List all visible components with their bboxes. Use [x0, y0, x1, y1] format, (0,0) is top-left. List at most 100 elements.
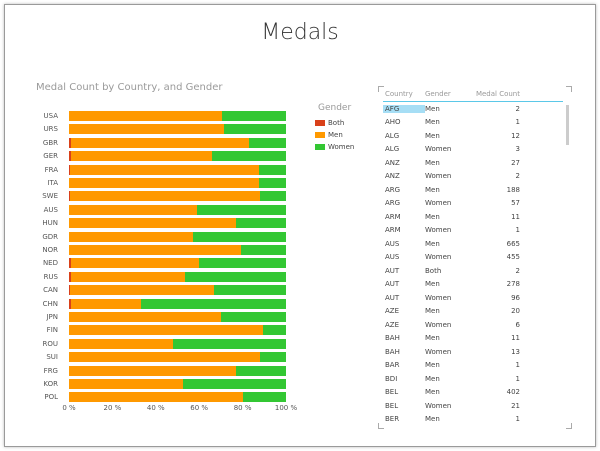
table-row[interactable]: BAR Men 1 — [383, 359, 563, 373]
resize-handle[interactable] — [378, 423, 384, 429]
bar-both-ned[interactable] — [69, 258, 72, 269]
cell-medal-count[interactable]: 278 — [506, 280, 520, 289]
cell-country[interactable]: AFG — [383, 104, 425, 113]
table-row[interactable]: AUT Men 278 — [383, 278, 563, 292]
bar-men-nor[interactable] — [69, 245, 242, 255]
cell-medal-count[interactable]: 1 — [515, 374, 520, 383]
cell-country[interactable]: AUS — [385, 239, 400, 248]
bar-women-pol[interactable] — [242, 392, 286, 403]
cell-medal-count[interactable]: 455 — [506, 253, 520, 262]
cell-country[interactable]: AUT — [385, 293, 400, 302]
bar-both-gbr[interactable] — [69, 137, 72, 148]
cell-country[interactable]: ARM — [385, 212, 401, 221]
bar-men-pol[interactable] — [69, 392, 243, 403]
bar-women-fra[interactable] — [259, 164, 286, 175]
bar-women-chn[interactable] — [140, 298, 286, 309]
bar-men-rou[interactable] — [69, 338, 173, 349]
cell-country[interactable]: AHO — [385, 118, 401, 127]
table-row[interactable]: AUT Both 2 — [383, 264, 563, 278]
cell-medal-count[interactable]: 13 — [511, 347, 520, 356]
bar-men-ita[interactable] — [69, 178, 259, 188]
cell-gender[interactable]: Men — [425, 374, 440, 383]
bar-women-ger[interactable] — [212, 151, 286, 162]
cell-gender[interactable]: Men — [425, 104, 440, 113]
resize-handle[interactable] — [566, 423, 572, 429]
table-row[interactable]: ALG Women 3 — [383, 143, 563, 157]
bar-both-rus[interactable] — [69, 271, 72, 282]
cell-medal-count[interactable]: 96 — [511, 293, 520, 302]
cell-country[interactable]: AUS — [385, 253, 400, 262]
legend-item-both[interactable]: Both — [315, 119, 344, 127]
cell-gender[interactable]: Men — [425, 280, 440, 289]
table-row[interactable]: ARG Men 188 — [383, 183, 563, 197]
bar-women-nor[interactable] — [241, 245, 286, 255]
table-row[interactable]: ARM Women 1 — [383, 224, 563, 238]
table-row[interactable]: AUT Women 96 — [383, 291, 563, 305]
cell-country[interactable]: BDI — [385, 374, 398, 383]
cell-country[interactable]: ANZ — [385, 158, 400, 167]
table-row[interactable]: BER Men 1 — [383, 413, 563, 427]
bar-men-urs[interactable] — [69, 124, 224, 135]
cell-medal-count[interactable]: 1 — [515, 118, 520, 127]
header-country[interactable]: Country — [385, 90, 413, 98]
bar-men-kor[interactable] — [69, 379, 184, 389]
bar-men-sui[interactable] — [69, 352, 260, 363]
bar-men-gbr[interactable] — [71, 137, 250, 148]
table-row[interactable]: ANZ Women 2 — [383, 170, 563, 184]
cell-country[interactable]: BEL — [385, 388, 399, 397]
bar-men-gdr[interactable] — [69, 231, 193, 242]
cell-country[interactable]: ANZ — [385, 172, 400, 181]
bar-men-frg[interactable] — [69, 365, 237, 376]
cell-gender[interactable]: Women — [425, 145, 452, 154]
bar-men-ned[interactable] — [71, 258, 200, 269]
cell-medal-count[interactable]: 2 — [515, 266, 520, 275]
cell-gender[interactable]: Men — [425, 415, 440, 424]
table-row[interactable]: BEL Women 21 — [383, 399, 563, 413]
cell-gender[interactable]: Women — [425, 226, 452, 235]
cell-medal-count[interactable]: 1 — [515, 226, 520, 235]
cell-gender[interactable]: Men — [425, 118, 440, 127]
legend-item-men[interactable]: Men — [315, 131, 343, 139]
cell-medal-count[interactable]: 1 — [515, 415, 520, 424]
bar-women-ned[interactable] — [199, 258, 286, 269]
cell-gender[interactable]: Women — [425, 253, 452, 262]
cell-country[interactable]: AUT — [385, 266, 400, 275]
bar-women-gbr[interactable] — [249, 137, 286, 148]
bar-women-swe[interactable] — [259, 191, 286, 202]
bar-women-ita[interactable] — [258, 178, 286, 188]
cell-gender[interactable]: Both — [425, 266, 442, 275]
bar-men-rus[interactable] — [71, 271, 185, 282]
table-row[interactable]: AZE Men 20 — [383, 305, 563, 319]
bar-men-jpn[interactable] — [69, 312, 221, 322]
cell-gender[interactable]: Men — [425, 158, 440, 167]
cell-country[interactable]: ARG — [385, 185, 401, 194]
cell-gender[interactable]: Women — [425, 293, 452, 302]
bar-men-aus[interactable] — [69, 204, 198, 215]
cell-gender[interactable]: Men — [425, 212, 440, 221]
bar-women-rus[interactable] — [184, 271, 286, 282]
table-row[interactable]: AHO Men 1 — [383, 116, 563, 130]
bar-women-usa[interactable] — [221, 111, 286, 121]
cell-medal-count[interactable]: 6 — [515, 320, 520, 329]
cell-gender[interactable]: Women — [425, 320, 452, 329]
cell-country[interactable]: BAR — [385, 361, 400, 370]
bar-women-gdr[interactable] — [192, 231, 286, 242]
cell-country[interactable]: BEL — [385, 401, 399, 410]
cell-medal-count[interactable]: 20 — [511, 307, 520, 316]
cell-gender[interactable]: Men — [425, 388, 440, 397]
table-row[interactable]: BAH Men 11 — [383, 332, 563, 346]
cell-medal-count[interactable]: 188 — [506, 185, 520, 194]
table-row[interactable]: AUS Women 455 — [383, 251, 563, 265]
cell-country[interactable]: ARG — [385, 199, 401, 208]
table-row[interactable]: ANZ Men 27 — [383, 156, 563, 170]
cell-gender[interactable]: Men — [425, 131, 440, 140]
bar-women-frg[interactable] — [236, 365, 286, 376]
table-row[interactable]: ARG Women 57 — [383, 197, 563, 211]
cell-gender[interactable]: Men — [425, 307, 440, 316]
bar-men-can[interactable] — [69, 285, 214, 296]
bar-men-swe[interactable] — [70, 191, 260, 202]
cell-gender[interactable]: Men — [425, 185, 440, 194]
bar-women-sui[interactable] — [259, 352, 286, 363]
resize-handle[interactable] — [378, 86, 384, 92]
header-gender[interactable]: Gender — [425, 90, 451, 98]
